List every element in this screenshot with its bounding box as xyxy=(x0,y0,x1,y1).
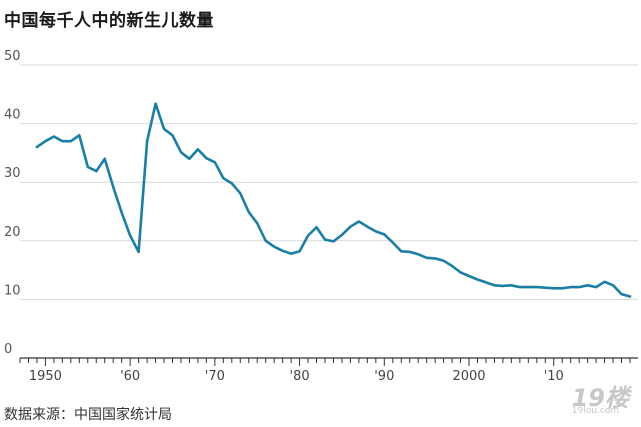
x-tick-label: 1950 xyxy=(29,369,62,384)
axis-layer xyxy=(19,357,638,366)
chart-title: 中国每千人中的新生儿数量 xyxy=(4,11,214,31)
series-line xyxy=(35,102,632,298)
y-tick-label: 10 xyxy=(4,283,21,298)
x-tick-label: '80 xyxy=(290,369,310,384)
site-watermark-logo: 19楼 19lou.com xyxy=(571,384,629,416)
y-tick-label: 50 xyxy=(4,49,21,64)
x-tick-label: '70 xyxy=(205,369,225,384)
source-note: 数据来源：中国国家统计局 xyxy=(4,407,172,423)
y-tick-label: 20 xyxy=(4,225,21,240)
y-tick-label: 30 xyxy=(4,166,21,181)
x-tick-label: 2000 xyxy=(452,369,485,384)
x-tick-label: '10 xyxy=(544,369,564,384)
x-tick-labels: 1950 '60 '70 '80 '90 2000 '10 xyxy=(29,369,564,384)
x-tick-label: '60 xyxy=(120,369,140,384)
y-tick-label: 0 xyxy=(4,342,12,357)
y-tick-labels: 0 10 20 30 40 50 xyxy=(4,49,21,357)
x-tick-label: '90 xyxy=(374,369,394,384)
y-tick-label: 40 xyxy=(4,108,21,123)
series-layer xyxy=(35,102,632,298)
